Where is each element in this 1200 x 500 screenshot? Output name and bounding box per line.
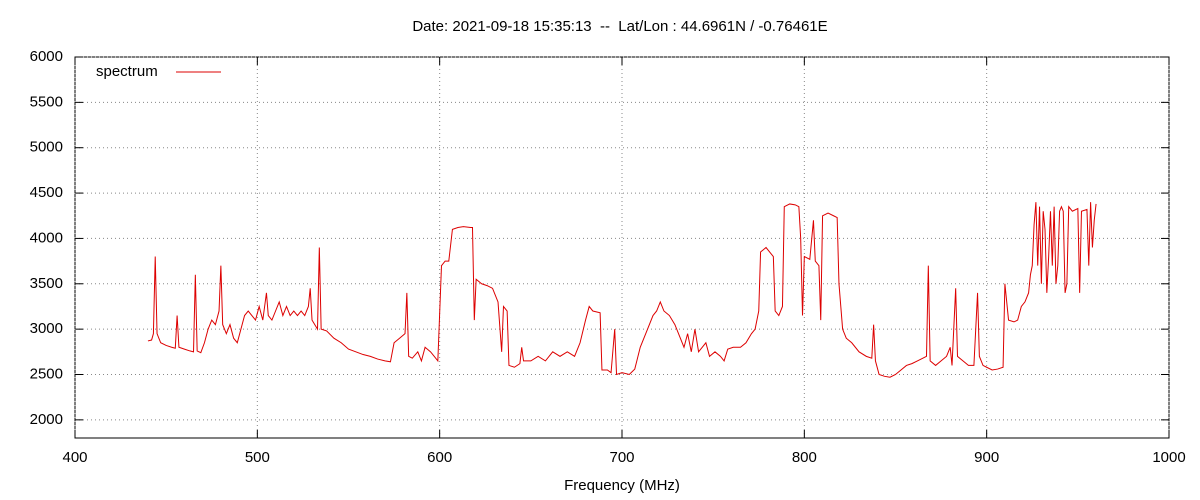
x-tick-label: 800: [792, 449, 817, 466]
y-tick-label: 6000: [30, 48, 63, 65]
legend-label: spectrum: [96, 63, 158, 80]
x-axis-label: Frequency (MHz): [564, 477, 680, 494]
y-tick-label: 5000: [30, 139, 63, 156]
x-tick-label: 700: [609, 449, 634, 466]
x-tick-label: 500: [245, 449, 270, 466]
y-tick-label: 4500: [30, 184, 63, 201]
y-tick-label: 3500: [30, 275, 63, 292]
chart-title: Date: 2021-09-18 15:35:13 -- Lat/Lon : 4…: [412, 18, 827, 35]
x-tick-label: 400: [62, 449, 87, 466]
y-tick-label: 3000: [30, 320, 63, 337]
x-tick-label: 900: [974, 449, 999, 466]
y-tick-label: 4000: [30, 229, 63, 246]
y-tick-label: 2000: [30, 411, 63, 428]
y-tick-label: 5500: [30, 93, 63, 110]
plot-frame: [74, 56, 1170, 439]
spectrum-line: [147, 202, 1097, 378]
x-tick-label: 600: [427, 449, 452, 466]
x-tick-label: 1000: [1152, 449, 1185, 466]
y-tick-label: 2500: [30, 365, 63, 382]
